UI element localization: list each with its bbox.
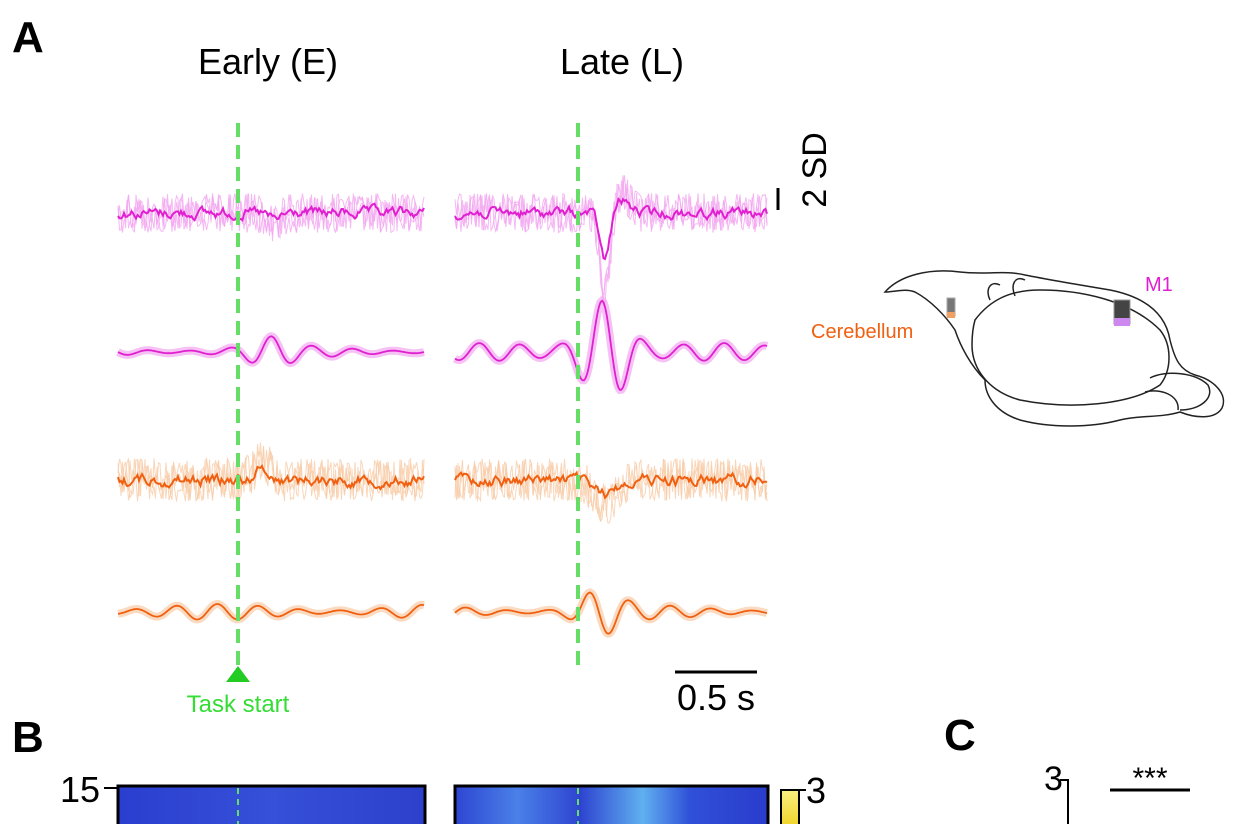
trace xyxy=(117,599,425,624)
traces xyxy=(116,175,769,638)
trace xyxy=(117,464,425,491)
heatmap xyxy=(116,784,427,824)
scale-label: 0.5 s xyxy=(677,677,755,718)
panel-label: C xyxy=(944,711,976,760)
trace xyxy=(454,175,768,308)
axis xyxy=(1060,779,1069,824)
electrode xyxy=(1114,318,1130,326)
event-label: Task start xyxy=(187,691,290,718)
trace xyxy=(117,193,425,240)
condition-title: Early (E) xyxy=(198,41,338,82)
electrode xyxy=(947,312,955,318)
trace xyxy=(116,332,425,368)
colorbar xyxy=(780,789,800,824)
panel-label: A xyxy=(12,13,44,62)
trace xyxy=(117,335,425,365)
trace xyxy=(454,470,768,500)
trace xyxy=(454,197,768,261)
panel-label: B xyxy=(12,713,44,762)
trace xyxy=(454,179,768,307)
y-tick-label: 15 xyxy=(60,769,100,810)
trace xyxy=(117,193,425,238)
trace xyxy=(454,591,768,635)
trace xyxy=(117,202,425,223)
trace xyxy=(117,445,425,502)
condition-title: Late (L) xyxy=(560,41,684,82)
trace xyxy=(452,588,768,638)
scale-label: 2 SD xyxy=(796,132,834,208)
brain-diagram xyxy=(883,270,1225,427)
region-label: Cerebellum xyxy=(811,321,913,343)
trace xyxy=(117,603,425,621)
trace xyxy=(454,299,768,391)
colorbar-label: 3 xyxy=(806,770,826,811)
heatmap xyxy=(453,784,770,824)
trace xyxy=(117,447,425,502)
trace xyxy=(454,457,768,518)
significance: *** xyxy=(1132,762,1167,795)
y-tick-label: 3 xyxy=(1044,760,1063,798)
region-label: M1 xyxy=(1145,274,1173,296)
task-start-marker xyxy=(226,666,250,682)
